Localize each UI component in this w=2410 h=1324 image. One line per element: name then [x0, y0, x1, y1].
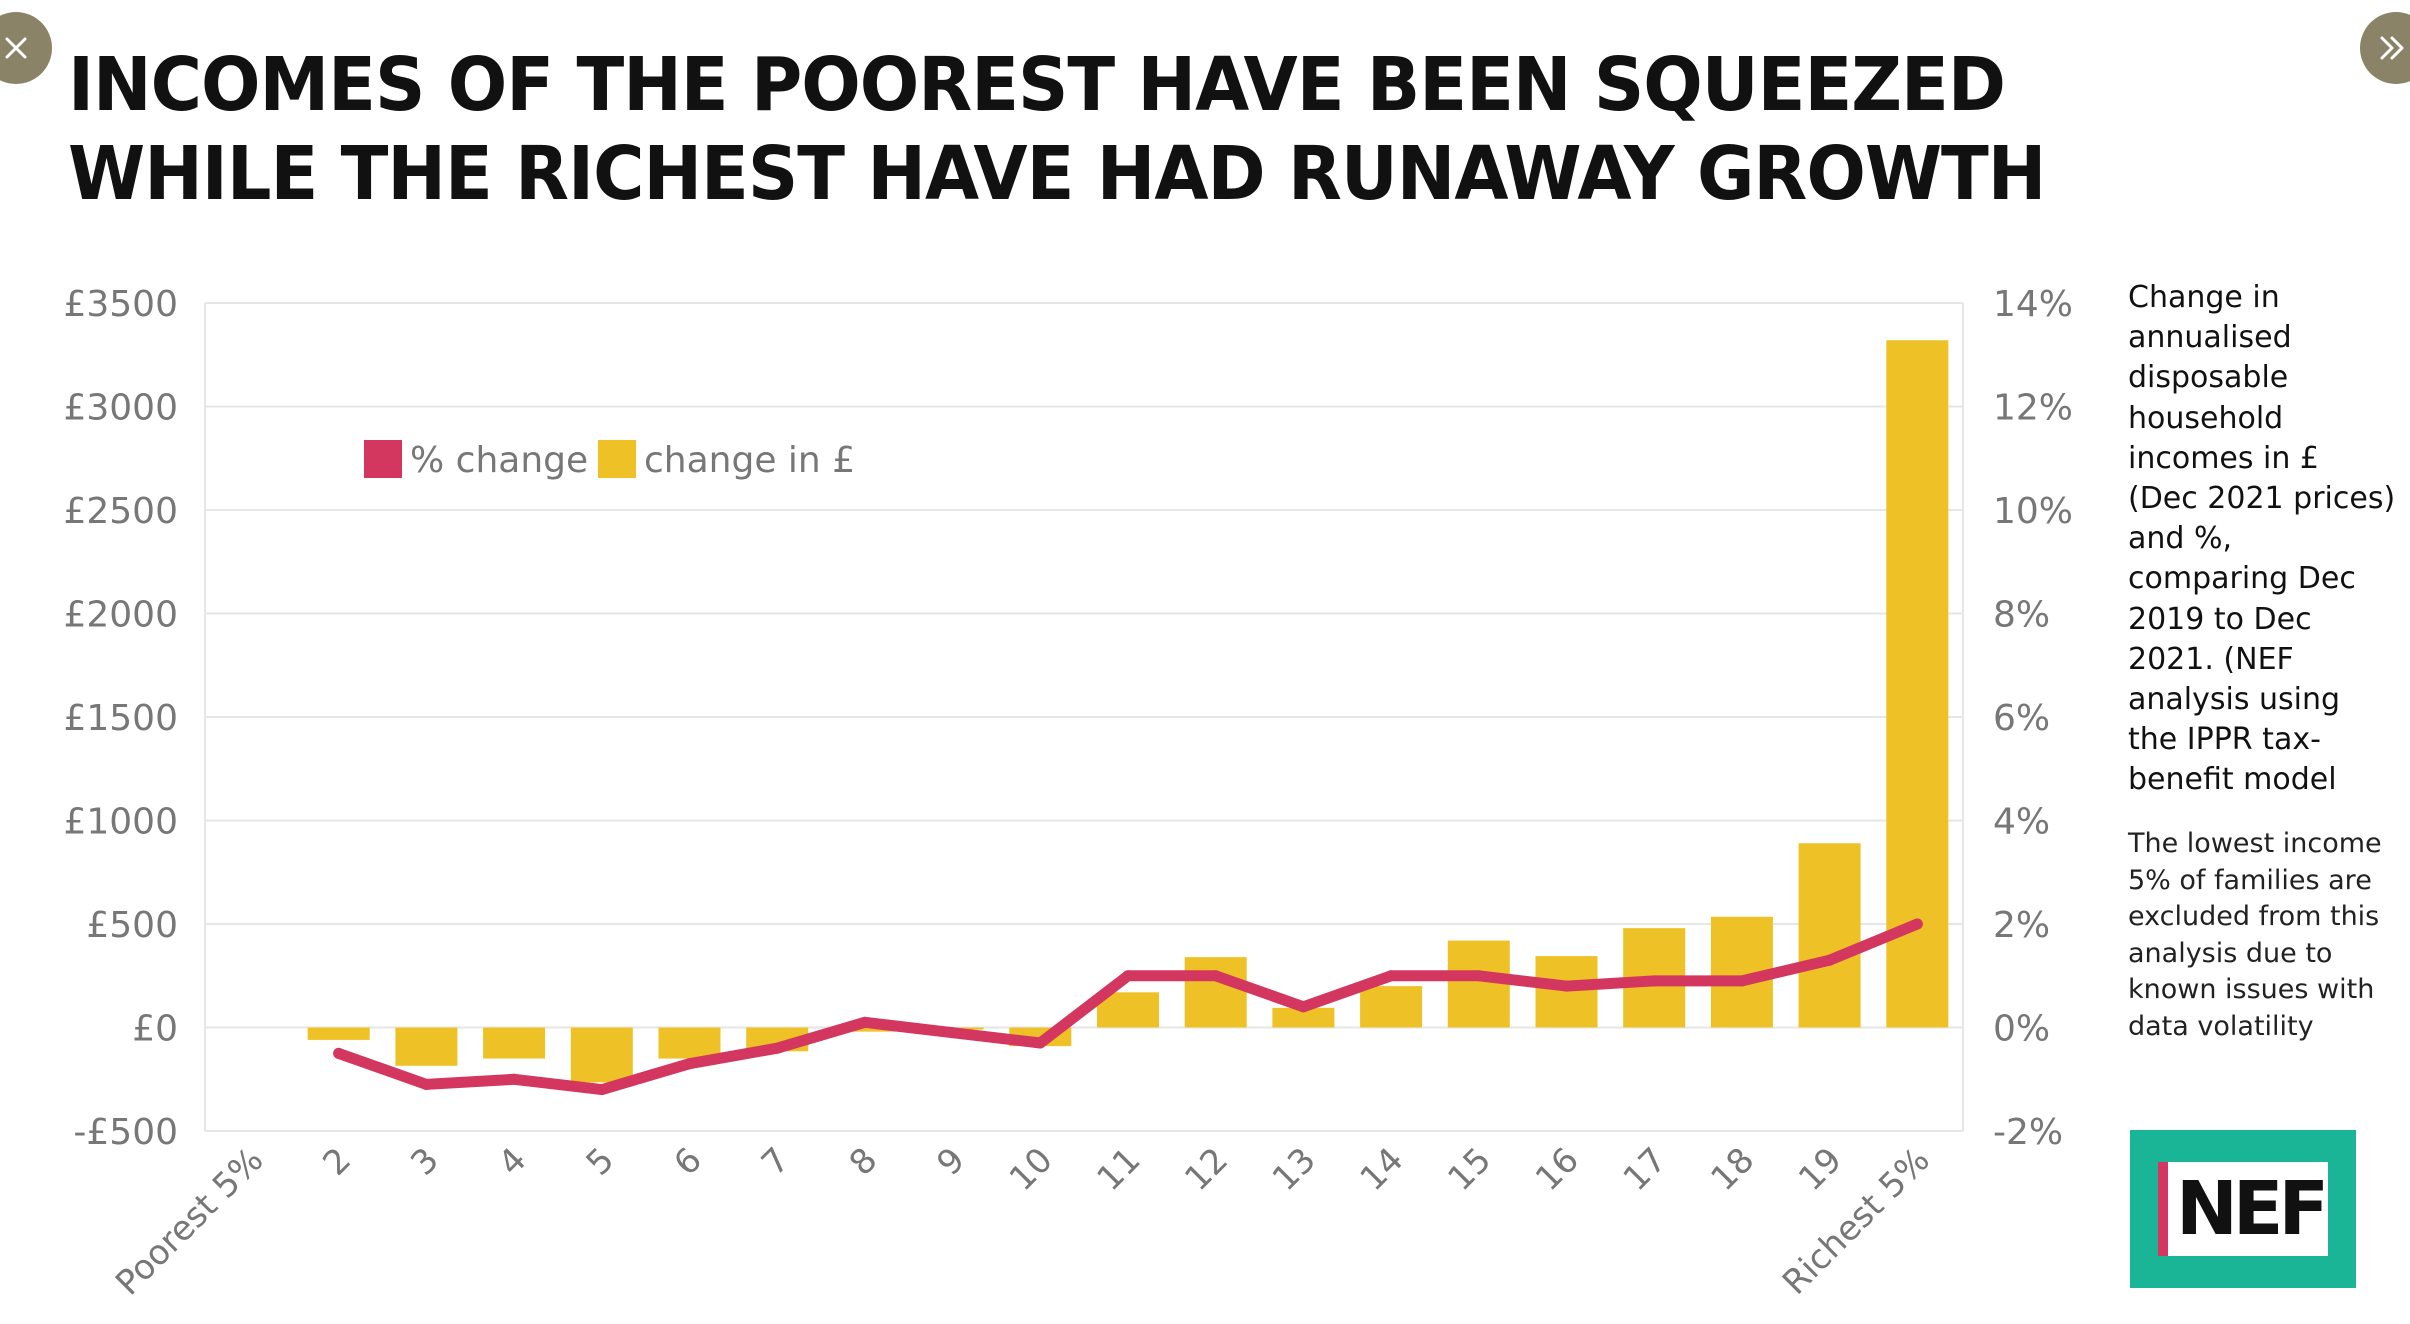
- line-point: [1911, 918, 1923, 930]
- y-right-tick-label: 2%: [1993, 905, 2050, 946]
- x-tick-label: 17: [1616, 1140, 1675, 1199]
- x-tick-label: 7: [754, 1140, 798, 1184]
- chevron-double-right-icon: [2380, 36, 2404, 60]
- x-tick-label: 4: [491, 1140, 535, 1184]
- y-left-tick-label: £0: [132, 1009, 178, 1050]
- line-point: [1561, 980, 1572, 992]
- bar: [570, 1027, 633, 1083]
- bar: [483, 1027, 546, 1059]
- bar: [1447, 940, 1510, 1028]
- logo-text: NEF: [2176, 1166, 2329, 1252]
- y-left-tick-label: £1500: [63, 698, 178, 739]
- y-left-tick-label: £3500: [63, 284, 178, 325]
- line-point: [859, 1016, 871, 1028]
- next-button[interactable]: [2360, 12, 2410, 84]
- bar: [1360, 986, 1423, 1028]
- x-tick-label: 12: [1177, 1140, 1236, 1199]
- x-tick-label: 16: [1528, 1140, 1587, 1199]
- line-point: [1736, 975, 1748, 987]
- y-right-tick-label: 6%: [1993, 698, 2050, 739]
- x-tick-label: 18: [1703, 1140, 1762, 1199]
- bar: [833, 1027, 896, 1032]
- logo-accent-bar: [2158, 1162, 2168, 1256]
- chart-description: Change in annualised disposable househol…: [2128, 280, 2396, 798]
- chart-title-line-1: INCOMES OF THE POOREST HAVE BEEN SQUEEZE…: [68, 41, 2006, 128]
- y-right-tick-label: 0%: [1993, 1009, 2050, 1050]
- x-tick-label: 6: [666, 1140, 710, 1184]
- line-point: [1297, 1001, 1309, 1013]
- line-point: [947, 1027, 959, 1039]
- line-point: [1648, 975, 1660, 987]
- logo-panel: [2158, 1162, 2328, 1256]
- line-point: [1122, 970, 1134, 982]
- close-button[interactable]: [0, 12, 52, 84]
- y-right-tick-label: 14%: [1993, 284, 2073, 325]
- x-tick-label: 3: [403, 1140, 447, 1184]
- legend-label-change-in-pounds: change in £: [644, 440, 855, 481]
- x-tick-label: 8: [842, 1140, 886, 1184]
- legend-label-percent-change: % change: [410, 440, 588, 481]
- y-left-tick-label: £1000: [63, 802, 178, 843]
- x-tick-label: 19: [1791, 1140, 1850, 1199]
- y-right-tick-label: 10%: [1993, 491, 2073, 532]
- x-tick-label: 2: [315, 1140, 359, 1184]
- x-tick-label: 15: [1440, 1140, 1499, 1199]
- line-point: [508, 1073, 520, 1085]
- line-point: [684, 1058, 695, 1070]
- line-point: [1034, 1037, 1046, 1049]
- x-tick-label: 9: [929, 1140, 973, 1184]
- y-right-tick-label: -2%: [1993, 1112, 2063, 1153]
- bar: [1886, 340, 1949, 1028]
- y-left-tick-label: -£500: [73, 1112, 178, 1153]
- x-tick-label: 14: [1353, 1140, 1412, 1199]
- legend-swatch-percent-change: [364, 440, 402, 478]
- y-left-tick-label: £2500: [63, 491, 178, 532]
- x-tick-label: 5: [579, 1140, 623, 1184]
- line-point: [333, 1047, 345, 1059]
- line-point: [1473, 970, 1485, 982]
- y-right-tick-label: 8%: [1993, 595, 2050, 636]
- bar: [395, 1027, 458, 1066]
- bar: [1798, 843, 1861, 1028]
- nef-logo: NEF: [2130, 1130, 2356, 1288]
- y-left-tick-label: £3000: [63, 388, 178, 429]
- bar: [658, 1027, 721, 1059]
- bar: [1272, 1007, 1335, 1028]
- line-point: [420, 1078, 432, 1090]
- line-point: [596, 1084, 608, 1096]
- y-right-tick-label: 4%: [1993, 802, 2050, 843]
- legend-swatch-change-in-pounds: [598, 440, 636, 478]
- chart-title-line-2: WHILE THE RICHEST HAVE HAD RUNAWAY GROWT…: [68, 130, 2046, 218]
- line-point: [1210, 970, 1222, 982]
- line-point: [1385, 970, 1397, 982]
- line-point: [771, 1042, 783, 1054]
- bar: [1535, 956, 1598, 1028]
- y-right-tick-label: 12%: [1993, 388, 2073, 429]
- x-tick-label: 11: [1089, 1140, 1148, 1199]
- close-icon: [5, 37, 27, 59]
- bar: [307, 1027, 370, 1040]
- x-tick-label: 13: [1265, 1140, 1324, 1199]
- y-left-tick-label: £500: [86, 905, 178, 946]
- bar: [1184, 957, 1247, 1028]
- chart-title: INCOMES OF THE POOREST HAVE BEEN SQUEEZE…: [68, 40, 2168, 218]
- x-tick-label: 10: [1002, 1140, 1061, 1199]
- line-point: [1824, 954, 1836, 966]
- x-tick-label: Poorest 5%: [108, 1140, 271, 1303]
- chart-footnote: The lowest income 5% of families are exc…: [2128, 828, 2382, 1042]
- y-left-tick-label: £2000: [63, 595, 178, 636]
